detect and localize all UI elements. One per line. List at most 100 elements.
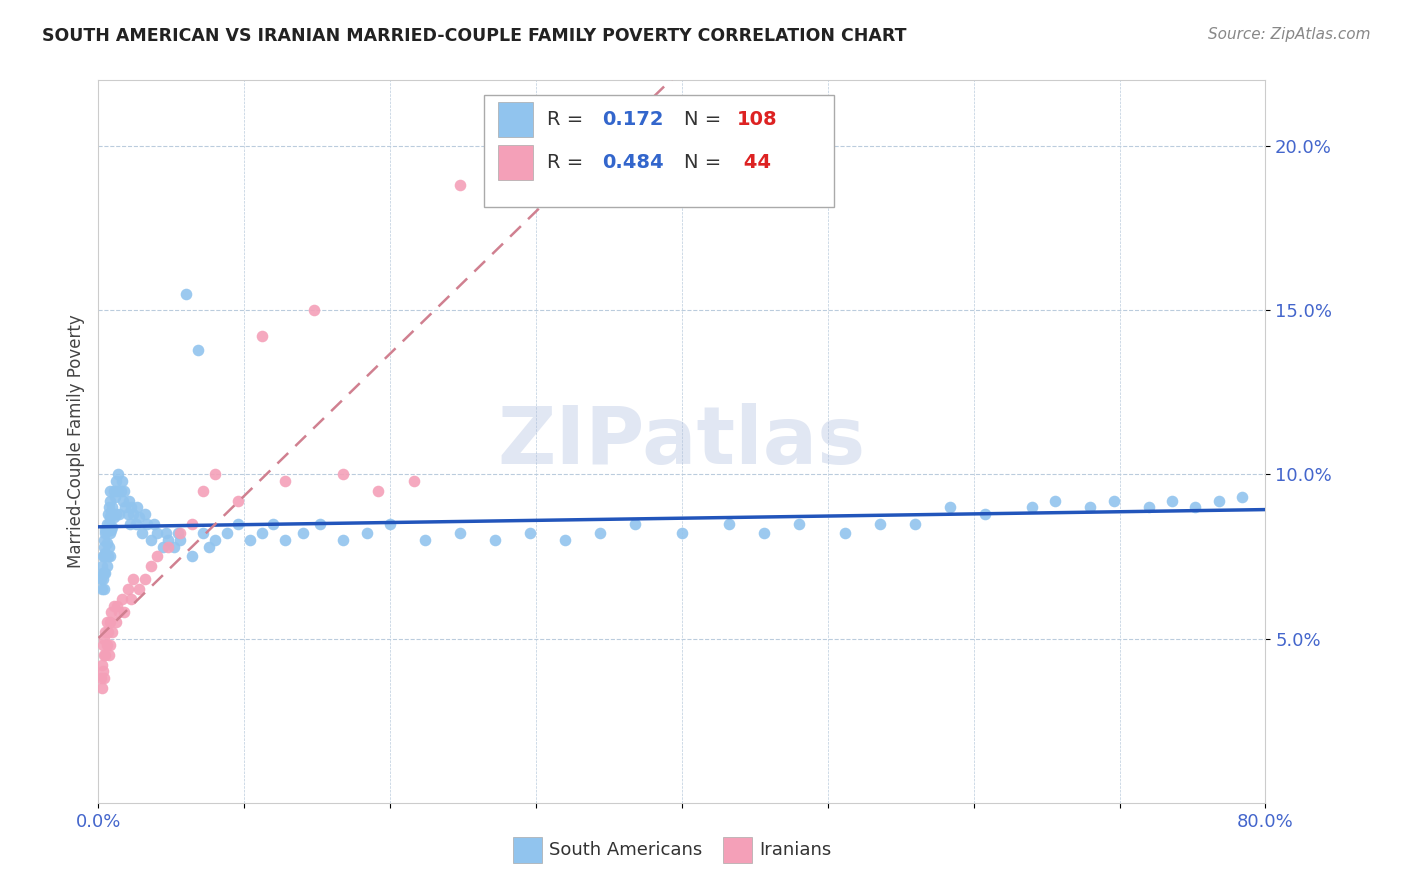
Point [869, 516, 891, 531]
Point [128, 510, 150, 524]
Point [98, 493, 121, 508]
Point [104, 474, 127, 488]
Point [93, 648, 115, 662]
Point [309, 516, 332, 531]
Point [108, 507, 131, 521]
Point [180, 549, 202, 564]
Point [111, 592, 134, 607]
FancyBboxPatch shape [484, 95, 834, 207]
Text: ZIPatlas: ZIPatlas [498, 402, 866, 481]
Point [93, 540, 115, 554]
Point [120, 500, 142, 515]
Point [112, 605, 135, 619]
Point [304, 303, 326, 318]
Point [94, 523, 117, 537]
Point [274, 474, 297, 488]
Point [1102, 493, 1125, 508]
Point [250, 329, 273, 343]
Point [193, 526, 215, 541]
Point [93, 671, 115, 685]
Point [146, 549, 169, 564]
Point [111, 493, 134, 508]
Point [166, 526, 188, 541]
Point [120, 592, 142, 607]
Point [104, 615, 127, 630]
Point [110, 483, 132, 498]
Point [112, 483, 135, 498]
Point [198, 540, 221, 554]
Bar [723, 838, 752, 863]
Point [413, 533, 436, 547]
Point [98, 483, 121, 498]
Point [169, 533, 191, 547]
Point [93, 582, 115, 597]
Point [262, 516, 284, 531]
Point [96, 516, 118, 531]
Point [193, 483, 215, 498]
Point [96, 638, 118, 652]
Text: N =: N = [685, 153, 728, 172]
Point [671, 526, 693, 541]
Point [136, 516, 159, 531]
Point [96, 559, 118, 574]
Point [90, 671, 112, 685]
Point [134, 573, 156, 587]
Point [274, 533, 297, 547]
Point [449, 178, 471, 193]
Point [157, 540, 180, 554]
Point [103, 483, 125, 498]
Point [97, 540, 120, 554]
Text: SOUTH AMERICAN VS IRANIAN MARRIED-COUPLE FAMILY POVERTY CORRELATION CHART: SOUTH AMERICAN VS IRANIAN MARRIED-COUPLE… [42, 27, 907, 45]
Point [139, 559, 162, 574]
Point [91, 549, 114, 564]
Point [98, 549, 121, 564]
Point [97, 523, 120, 537]
Point [91, 566, 114, 580]
Point [974, 507, 997, 521]
Point [103, 510, 125, 524]
Point [94, 648, 117, 662]
Point [96, 615, 118, 630]
Point [356, 526, 378, 541]
Point [152, 540, 174, 554]
Point [108, 605, 131, 619]
Point [91, 573, 114, 587]
Point [1208, 493, 1230, 508]
Point [143, 516, 166, 531]
Point [93, 533, 115, 547]
Point [117, 582, 139, 597]
Point [180, 516, 202, 531]
Bar [498, 145, 533, 180]
Text: N =: N = [685, 110, 728, 128]
Bar [513, 838, 541, 863]
Point [589, 526, 612, 541]
Point [204, 467, 226, 482]
Point [103, 599, 125, 613]
Point [239, 533, 262, 547]
Point [332, 533, 354, 547]
Point [104, 491, 127, 505]
Point [117, 507, 139, 521]
Point [90, 582, 112, 597]
Point [97, 507, 120, 521]
Point [402, 474, 425, 488]
Text: Iranians: Iranians [759, 841, 831, 859]
Point [624, 516, 647, 531]
Point [155, 526, 177, 541]
Point [97, 625, 120, 640]
Point [107, 467, 129, 482]
Point [97, 648, 120, 662]
Point [519, 526, 541, 541]
Point [105, 483, 128, 498]
Point [93, 566, 115, 580]
Point [100, 507, 122, 521]
Point [367, 483, 389, 498]
Point [752, 526, 775, 541]
Point [1230, 491, 1253, 505]
Point [717, 516, 740, 531]
Point [114, 500, 136, 515]
Point [111, 474, 134, 488]
Point [484, 533, 506, 547]
Point [332, 467, 354, 482]
Point [94, 625, 117, 640]
